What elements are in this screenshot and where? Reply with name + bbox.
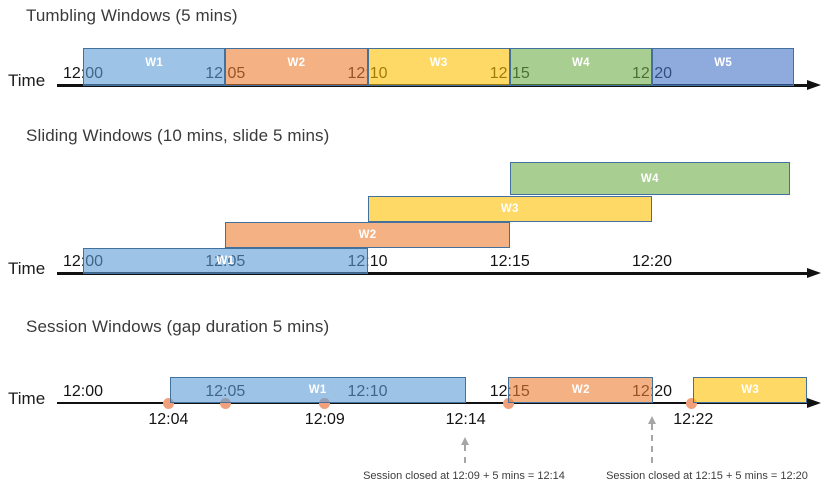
sliding-window-box-w2: W2: [225, 221, 510, 248]
event-dot-icon: [686, 397, 698, 409]
sliding-window-label-w3: W3: [500, 202, 519, 215]
session-time-axis-label: Time: [8, 389, 46, 408]
sliding-window-box-w3: W3: [367, 195, 652, 222]
session-close-arrow-line: [464, 445, 467, 463]
session-close-arrow-line: [651, 424, 653, 463]
sliding-axis: [57, 272, 808, 275]
sliding-window-label-w2: W2: [358, 228, 377, 241]
tumbling-window-box-w3: W3: [367, 48, 510, 86]
session-window-label-w2: W2: [571, 384, 590, 396]
event-dot-icon: [219, 397, 231, 409]
session-window-box-w3: W3: [693, 377, 808, 403]
event-time-label: 12:14: [445, 411, 486, 428]
session-close-caption-2: Session closed at 12:15 + 5 mins = 12:20: [606, 470, 808, 482]
event-dot-icon: [502, 397, 514, 409]
tumbling-window-box-w2: W2: [225, 48, 368, 86]
event-time-label: 12:09: [304, 411, 345, 428]
tumbling-window-label-w1: W1: [145, 57, 164, 69]
tumbling-time-axis-label: Time: [8, 71, 46, 90]
tumbling-window-label-w5: W5: [714, 57, 733, 69]
sliding-window-box-w1: W1: [83, 247, 368, 274]
tumbling-window-box-w4: W4: [509, 48, 652, 86]
sliding-title: Sliding Windows (10 mins, slide 5 mins): [26, 126, 330, 145]
event-time-label: 12:22: [673, 411, 714, 428]
sliding-window-box-w4: W4: [509, 161, 790, 196]
session-window-label-w3: W3: [741, 384, 760, 396]
event-dot-icon: [162, 397, 174, 409]
session-close-arrow-icon: [647, 416, 656, 424]
event-time-label: 12:04: [148, 411, 189, 428]
tumbling-window-label-w3: W3: [429, 57, 448, 69]
session-window-label-w1: W1: [308, 384, 327, 396]
session-axis-arrow-icon: [807, 397, 821, 408]
tumbling-title: Tumbling Windows (5 mins): [26, 6, 238, 25]
event-dot-icon: [319, 397, 331, 409]
session-close-caption-1: Session closed at 12:09 + 5 mins = 12:14: [363, 470, 565, 482]
tumbling-window-box-w5: W5: [652, 48, 795, 86]
tumbling-window-box-w1: W1: [83, 48, 226, 86]
sliding-tick-label: 12:15: [489, 253, 530, 270]
sliding-axis-arrow-icon: [807, 268, 821, 278]
tumbling-window-label-w4: W4: [571, 57, 590, 69]
session-tick-label: 12:00: [62, 382, 104, 400]
sliding-window-label-w4: W4: [640, 172, 659, 185]
session-title: Session Windows (gap duration 5 mins): [26, 317, 330, 336]
sliding-time-axis-label: Time: [8, 259, 46, 278]
session-window-box-w2: W2: [508, 377, 654, 403]
sliding-tick-label: 12:20: [631, 253, 673, 270]
session-close-arrow-icon: [460, 437, 469, 445]
session-window-box-w1: W1: [169, 377, 466, 403]
tumbling-window-label-w2: W2: [287, 57, 306, 69]
tumbling-axis-arrow-icon: [807, 80, 821, 90]
sliding-window-label-w1: W1: [216, 254, 235, 267]
